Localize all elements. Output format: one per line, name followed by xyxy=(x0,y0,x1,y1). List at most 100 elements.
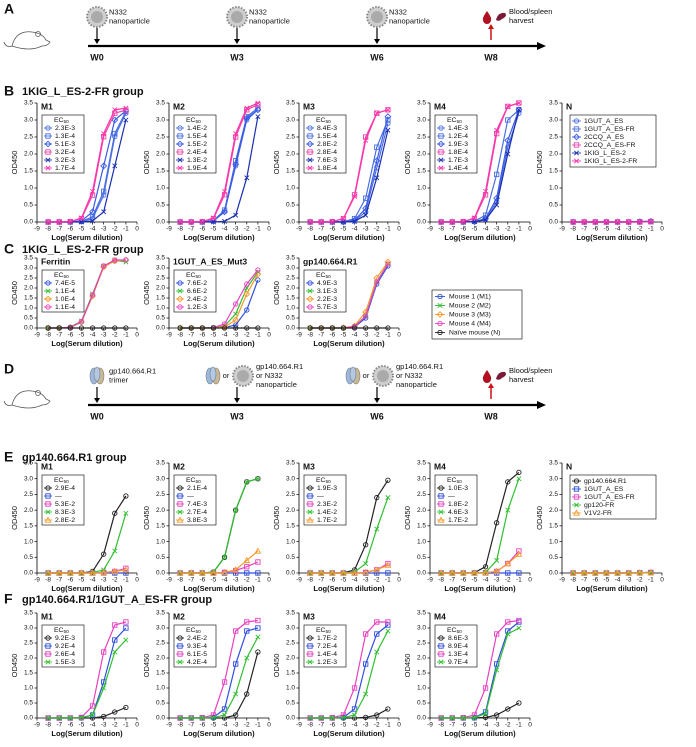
marker xyxy=(307,325,313,331)
marker xyxy=(438,149,444,155)
marker xyxy=(385,261,391,267)
week-label: W8 xyxy=(484,411,498,421)
marker xyxy=(307,715,313,721)
marker xyxy=(351,685,358,691)
marker xyxy=(221,715,228,721)
marker xyxy=(244,570,250,576)
legend-title-main: EC xyxy=(186,272,196,279)
marker xyxy=(385,495,391,501)
chart-title: M1 xyxy=(41,461,53,471)
y-tick-label: 1.0 xyxy=(24,185,33,192)
y-tick-label: 1.0 xyxy=(156,185,165,192)
x-tick-label: 0 xyxy=(267,722,271,729)
marker xyxy=(573,118,580,124)
x-tick-label: 0 xyxy=(528,577,532,584)
x-tick-label: -3 xyxy=(626,577,632,584)
legend-title-sub: 50 xyxy=(325,119,331,125)
y-tick-label: 0.5 xyxy=(24,700,33,707)
marker xyxy=(573,486,580,492)
marker xyxy=(45,509,51,515)
legend-title-sub: 50 xyxy=(63,119,69,125)
y-axis-label: OD450 xyxy=(10,281,19,305)
marker xyxy=(307,125,313,131)
y-tick-label: 2.5 xyxy=(24,134,33,141)
legend-title: EC50 xyxy=(447,477,462,485)
marker xyxy=(591,569,599,576)
marker xyxy=(363,661,369,667)
mouse-icon xyxy=(3,390,51,409)
y-tick-label: 1.5 xyxy=(24,523,33,530)
panel-letter: B xyxy=(4,83,14,99)
marker xyxy=(89,325,96,331)
y-tick-label: 2.5 xyxy=(286,275,295,282)
marker xyxy=(221,568,229,576)
legend-ec50: 8.4E-3 xyxy=(317,125,337,132)
legend-label: Mouse 1 (M1) xyxy=(449,293,491,300)
marker xyxy=(123,637,129,643)
marker xyxy=(494,520,500,526)
marker xyxy=(255,325,261,331)
marker xyxy=(44,295,52,303)
marker xyxy=(374,110,380,116)
marker xyxy=(438,133,444,139)
legend-title-main: EC xyxy=(447,477,457,484)
x-axis-label: Log(Serum dilution) xyxy=(51,584,123,593)
marker xyxy=(177,485,183,491)
marker xyxy=(374,494,380,501)
marker xyxy=(581,219,587,225)
legend-ec50: — xyxy=(317,493,324,500)
marker xyxy=(78,318,85,325)
marker xyxy=(177,280,183,286)
marker xyxy=(603,219,609,225)
marker xyxy=(436,311,444,318)
legend-title-sub: 50 xyxy=(325,629,331,635)
x-tick-label: -9 xyxy=(559,226,565,233)
event-text: gp140.664.R1 xyxy=(256,362,303,371)
marker xyxy=(317,569,325,576)
marker xyxy=(112,649,118,655)
marker xyxy=(437,516,445,523)
x-tick-label: -2 xyxy=(112,722,118,729)
y-tick-label: 1.5 xyxy=(286,295,295,302)
x-axis-label: Log(Serum dilution) xyxy=(444,584,516,593)
marker xyxy=(221,325,228,331)
y-tick-label: 3.5 xyxy=(549,100,558,107)
x-tick-label: -4 xyxy=(352,226,358,233)
y-tick-label: 0.0 xyxy=(156,570,165,577)
legend-box xyxy=(569,474,657,520)
x-tick-label: -5 xyxy=(472,226,478,233)
legend-ec50: 5.1E-3 xyxy=(55,141,75,148)
y-tick-label: 2.5 xyxy=(156,134,165,141)
legend-ec50: 1.2E-4 xyxy=(448,133,468,140)
y-tick-label: 1.0 xyxy=(24,305,33,312)
x-tick-label: -8 xyxy=(438,722,444,729)
x-tick-label: -2 xyxy=(112,332,118,339)
marker xyxy=(101,551,107,557)
x-tick-label: 0 xyxy=(397,332,401,339)
x-tick-label: -8 xyxy=(307,722,313,729)
y-tick-label: 0.0 xyxy=(156,219,165,226)
mouse-ear xyxy=(35,390,41,396)
or-text: or xyxy=(363,371,370,380)
legend-title: EC50 xyxy=(316,477,331,485)
event-text: nanoparticle xyxy=(256,380,297,389)
marker xyxy=(177,659,183,665)
legend-ec50: 4.2E-4 xyxy=(187,659,207,666)
marker xyxy=(210,215,216,221)
legend-title-sub: 50 xyxy=(195,629,201,635)
x-tick-label: -1 xyxy=(385,226,391,233)
x-tick-label: -9 xyxy=(427,226,433,233)
legend-title-main: EC xyxy=(316,272,326,279)
marker xyxy=(515,106,523,114)
y-tick-label: 3.5 xyxy=(24,100,33,107)
x-tick-label: -6 xyxy=(199,722,205,729)
x-tick-label: -4 xyxy=(352,577,358,584)
marker xyxy=(176,140,184,148)
legend-ec50: 1.5E-4 xyxy=(187,133,207,140)
marker xyxy=(177,125,183,131)
legend-ec50: 2.8E-4 xyxy=(317,149,337,156)
x-tick-label: -4 xyxy=(90,577,96,584)
x-tick-label: -3 xyxy=(233,332,239,339)
marker xyxy=(306,140,314,148)
legend-title-main: EC xyxy=(54,477,64,484)
